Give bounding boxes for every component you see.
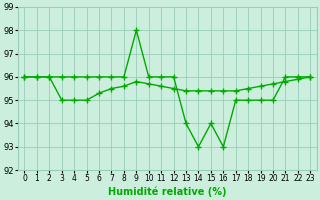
X-axis label: Humidité relative (%): Humidité relative (%) [108,186,227,197]
